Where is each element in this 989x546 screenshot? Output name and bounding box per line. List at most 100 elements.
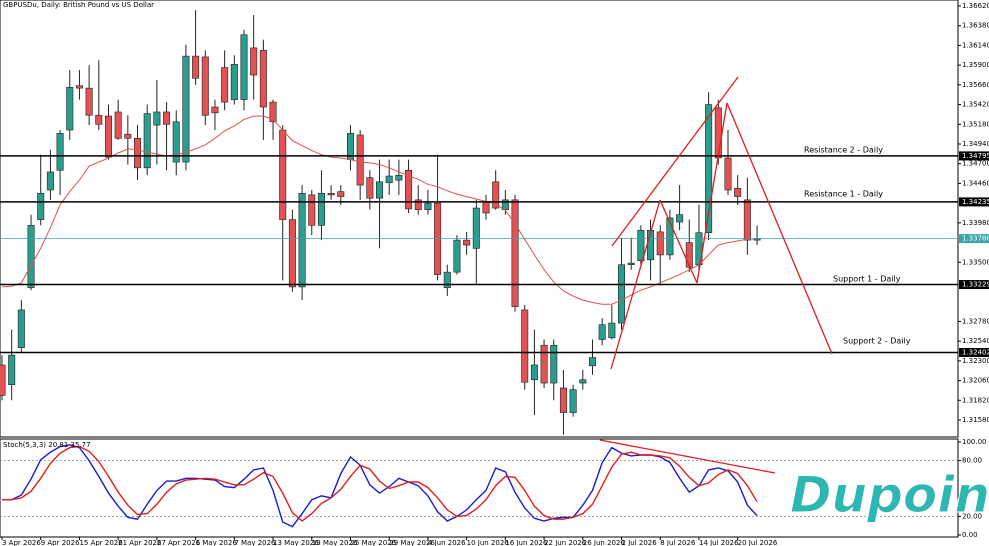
x-tick-label: 19 May 2026 <box>312 539 358 546</box>
candle-body <box>724 157 732 191</box>
candle-body <box>627 262 635 266</box>
level-label: Resistance 2 - Daily <box>804 146 883 155</box>
level-box <box>959 347 989 357</box>
main-plot <box>0 10 958 435</box>
stoch-title: Stoch(5,3,3) 20.81 35.77 <box>3 441 91 449</box>
y-tick-label: 1.32300 <box>962 357 989 365</box>
candle-body <box>27 225 35 289</box>
candle-body <box>201 56 209 116</box>
candle-body <box>0 364 6 396</box>
candle-body <box>124 133 132 139</box>
candle-body <box>569 389 577 413</box>
last-price-box <box>959 234 989 244</box>
candle-body <box>511 199 519 307</box>
candle-body <box>288 219 296 288</box>
candle-body <box>588 357 596 367</box>
candle-body <box>366 177 374 199</box>
candle-body <box>705 104 713 234</box>
stoch-line <box>2 444 758 528</box>
candle-body <box>37 192 45 220</box>
candle-body <box>8 354 16 385</box>
y-tick-label: 1.35660 <box>962 81 989 89</box>
candle-body <box>250 47 258 76</box>
x-tick-label: 22 Jun 2026 <box>544 539 587 546</box>
candle-body <box>221 67 229 103</box>
moving-average <box>1 115 758 305</box>
candle-body <box>492 181 500 209</box>
y-tick-label: 1.34940 <box>962 140 989 148</box>
candle-body <box>259 50 267 108</box>
level-label: Resistance 1 - Daily <box>804 190 883 199</box>
candle-body <box>618 264 626 324</box>
candle-body <box>356 134 364 186</box>
candle-body <box>56 133 64 171</box>
y-tick-label: 1.36380 <box>962 22 989 30</box>
candle-body <box>521 309 529 383</box>
candle-body <box>414 199 422 211</box>
x-tick-label: 29 May 2026 <box>389 539 435 546</box>
level-value: 1.34795 <box>962 152 989 160</box>
x-tick-label: 26 Jun 2026 <box>583 539 626 546</box>
candle-body <box>308 194 316 226</box>
candle-body <box>385 175 393 183</box>
x-tick-label: 3 Apr 2026 <box>2 539 41 546</box>
y-tick-label: 0.00 <box>962 531 978 539</box>
level-value: 1.34235 <box>962 198 989 206</box>
candle-body <box>211 106 219 114</box>
candle-body <box>598 324 606 340</box>
level-box <box>959 280 989 290</box>
candle-body <box>395 174 403 181</box>
candle-body <box>482 201 490 214</box>
y-tick-label: 1.34460 <box>962 179 989 187</box>
y-tick-label: 1.36620 <box>962 2 989 10</box>
level-value: 1.33229 <box>962 281 989 289</box>
candle-body <box>685 242 693 268</box>
candle-body <box>443 271 451 289</box>
candle-body <box>530 364 538 381</box>
candle-body <box>463 239 471 246</box>
candle-body <box>714 107 722 159</box>
stoch-plot <box>0 444 958 528</box>
x-tick-label: 13 May 2026 <box>273 539 319 546</box>
candle-body <box>676 214 684 223</box>
candle-body <box>376 181 384 199</box>
candle-body <box>240 34 248 100</box>
y-tick-label: 1.32780 <box>962 317 989 325</box>
candle-body <box>104 115 112 158</box>
candle-body <box>424 202 432 211</box>
y-tick-label: 1.35900 <box>962 61 989 69</box>
y-tick-label: 1.32540 <box>962 337 989 345</box>
candle-body <box>163 111 171 125</box>
y-tick-label: 1.31820 <box>962 396 989 404</box>
x-tick-label: 27 Apr 2026 <box>157 539 201 546</box>
candle-body <box>172 121 180 163</box>
candle-body <box>143 113 151 169</box>
candle-body <box>540 344 548 384</box>
candle-body <box>405 169 413 210</box>
x-tick-label: 16 Jun 2026 <box>505 539 548 546</box>
x-tick-label: 15 Apr 2026 <box>79 539 123 546</box>
candle-body <box>734 188 742 197</box>
x-tick-label: 1 May 2026 <box>196 539 238 546</box>
y-tick-label: 1.33500 <box>962 258 989 266</box>
x-tick-label: 25 May 2026 <box>350 539 396 546</box>
candle-body <box>182 55 190 163</box>
y-tick-label: 1.36140 <box>962 41 989 49</box>
candle-body <box>472 207 480 249</box>
candle-body <box>153 111 161 126</box>
candle-body <box>579 379 587 384</box>
candle-body <box>269 101 277 123</box>
x-tick-label: 14 Jul 2026 <box>699 539 739 546</box>
candle-body <box>453 239 461 273</box>
x-tick-label: 9 Apr 2026 <box>41 539 80 546</box>
candle-body <box>17 309 25 349</box>
candle-body <box>95 114 103 125</box>
y-tick-label: 1.34700 <box>962 160 989 168</box>
y-tick-label: 1.32060 <box>962 377 989 385</box>
candle-body <box>637 229 645 261</box>
chart-title: GBPUSDu, Daily: British Pound vs US Doll… <box>3 1 154 9</box>
y-tick-label: 1.35180 <box>962 120 989 128</box>
candle-body <box>134 137 142 169</box>
candle-body <box>656 231 664 256</box>
level-value: 1.32402 <box>962 348 989 356</box>
